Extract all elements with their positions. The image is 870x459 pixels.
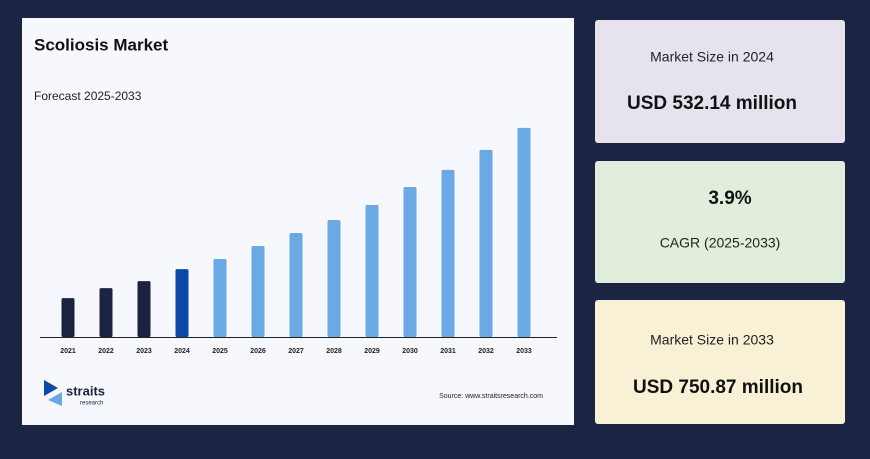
x-tick-label: 2026 <box>250 348 266 355</box>
x-tick-label: 2029 <box>364 348 380 355</box>
x-tick-label: 2025 <box>212 348 228 355</box>
x-tick-label: 2023 <box>136 348 152 355</box>
bar <box>251 246 265 337</box>
x-tick-label: 2027 <box>288 348 304 355</box>
card <box>595 20 845 143</box>
bar <box>175 269 189 337</box>
card <box>595 161 845 283</box>
card <box>595 300 845 424</box>
bar <box>327 219 341 337</box>
bar <box>289 233 303 337</box>
bar <box>365 204 379 337</box>
source: Source: www.straitsresearch.com <box>439 393 543 400</box>
bar <box>213 259 227 337</box>
logo-icon <box>44 380 58 396</box>
x-tick-label: 2032 <box>478 348 494 355</box>
card-value: USD 532.14 million <box>627 93 797 114</box>
x-tick-label: 2031 <box>440 348 456 355</box>
card-label: Market Size in 2033 <box>650 332 774 348</box>
bar <box>441 169 455 337</box>
logo-name: straits <box>66 383 105 398</box>
chart-title: Scoliosis Market <box>34 35 169 54</box>
logo: straits research <box>44 380 105 407</box>
chart-subtitle: Forecast 2025-2033 <box>34 89 142 103</box>
card-value: USD 750.87 million <box>633 377 803 398</box>
bar <box>479 149 493 337</box>
x-tick-label: 2021 <box>60 348 76 355</box>
logo-icon <box>48 392 62 406</box>
bar <box>137 281 151 337</box>
bar <box>61 298 75 337</box>
bar <box>403 186 417 337</box>
logo-tagline: research <box>80 401 103 407</box>
card-value: 3.9% <box>708 188 751 209</box>
x-tick-label: 2033 <box>516 348 532 355</box>
x-tick-label: 2024 <box>174 348 190 355</box>
x-tick-label: 2022 <box>98 348 114 355</box>
bar <box>517 127 531 337</box>
x-tick-label: 2030 <box>402 348 418 355</box>
card-label: CAGR (2025-2033) <box>660 235 781 251</box>
card-label: Market Size in 2024 <box>650 49 774 65</box>
x-tick-label: 2028 <box>326 348 342 355</box>
bar <box>99 288 113 337</box>
